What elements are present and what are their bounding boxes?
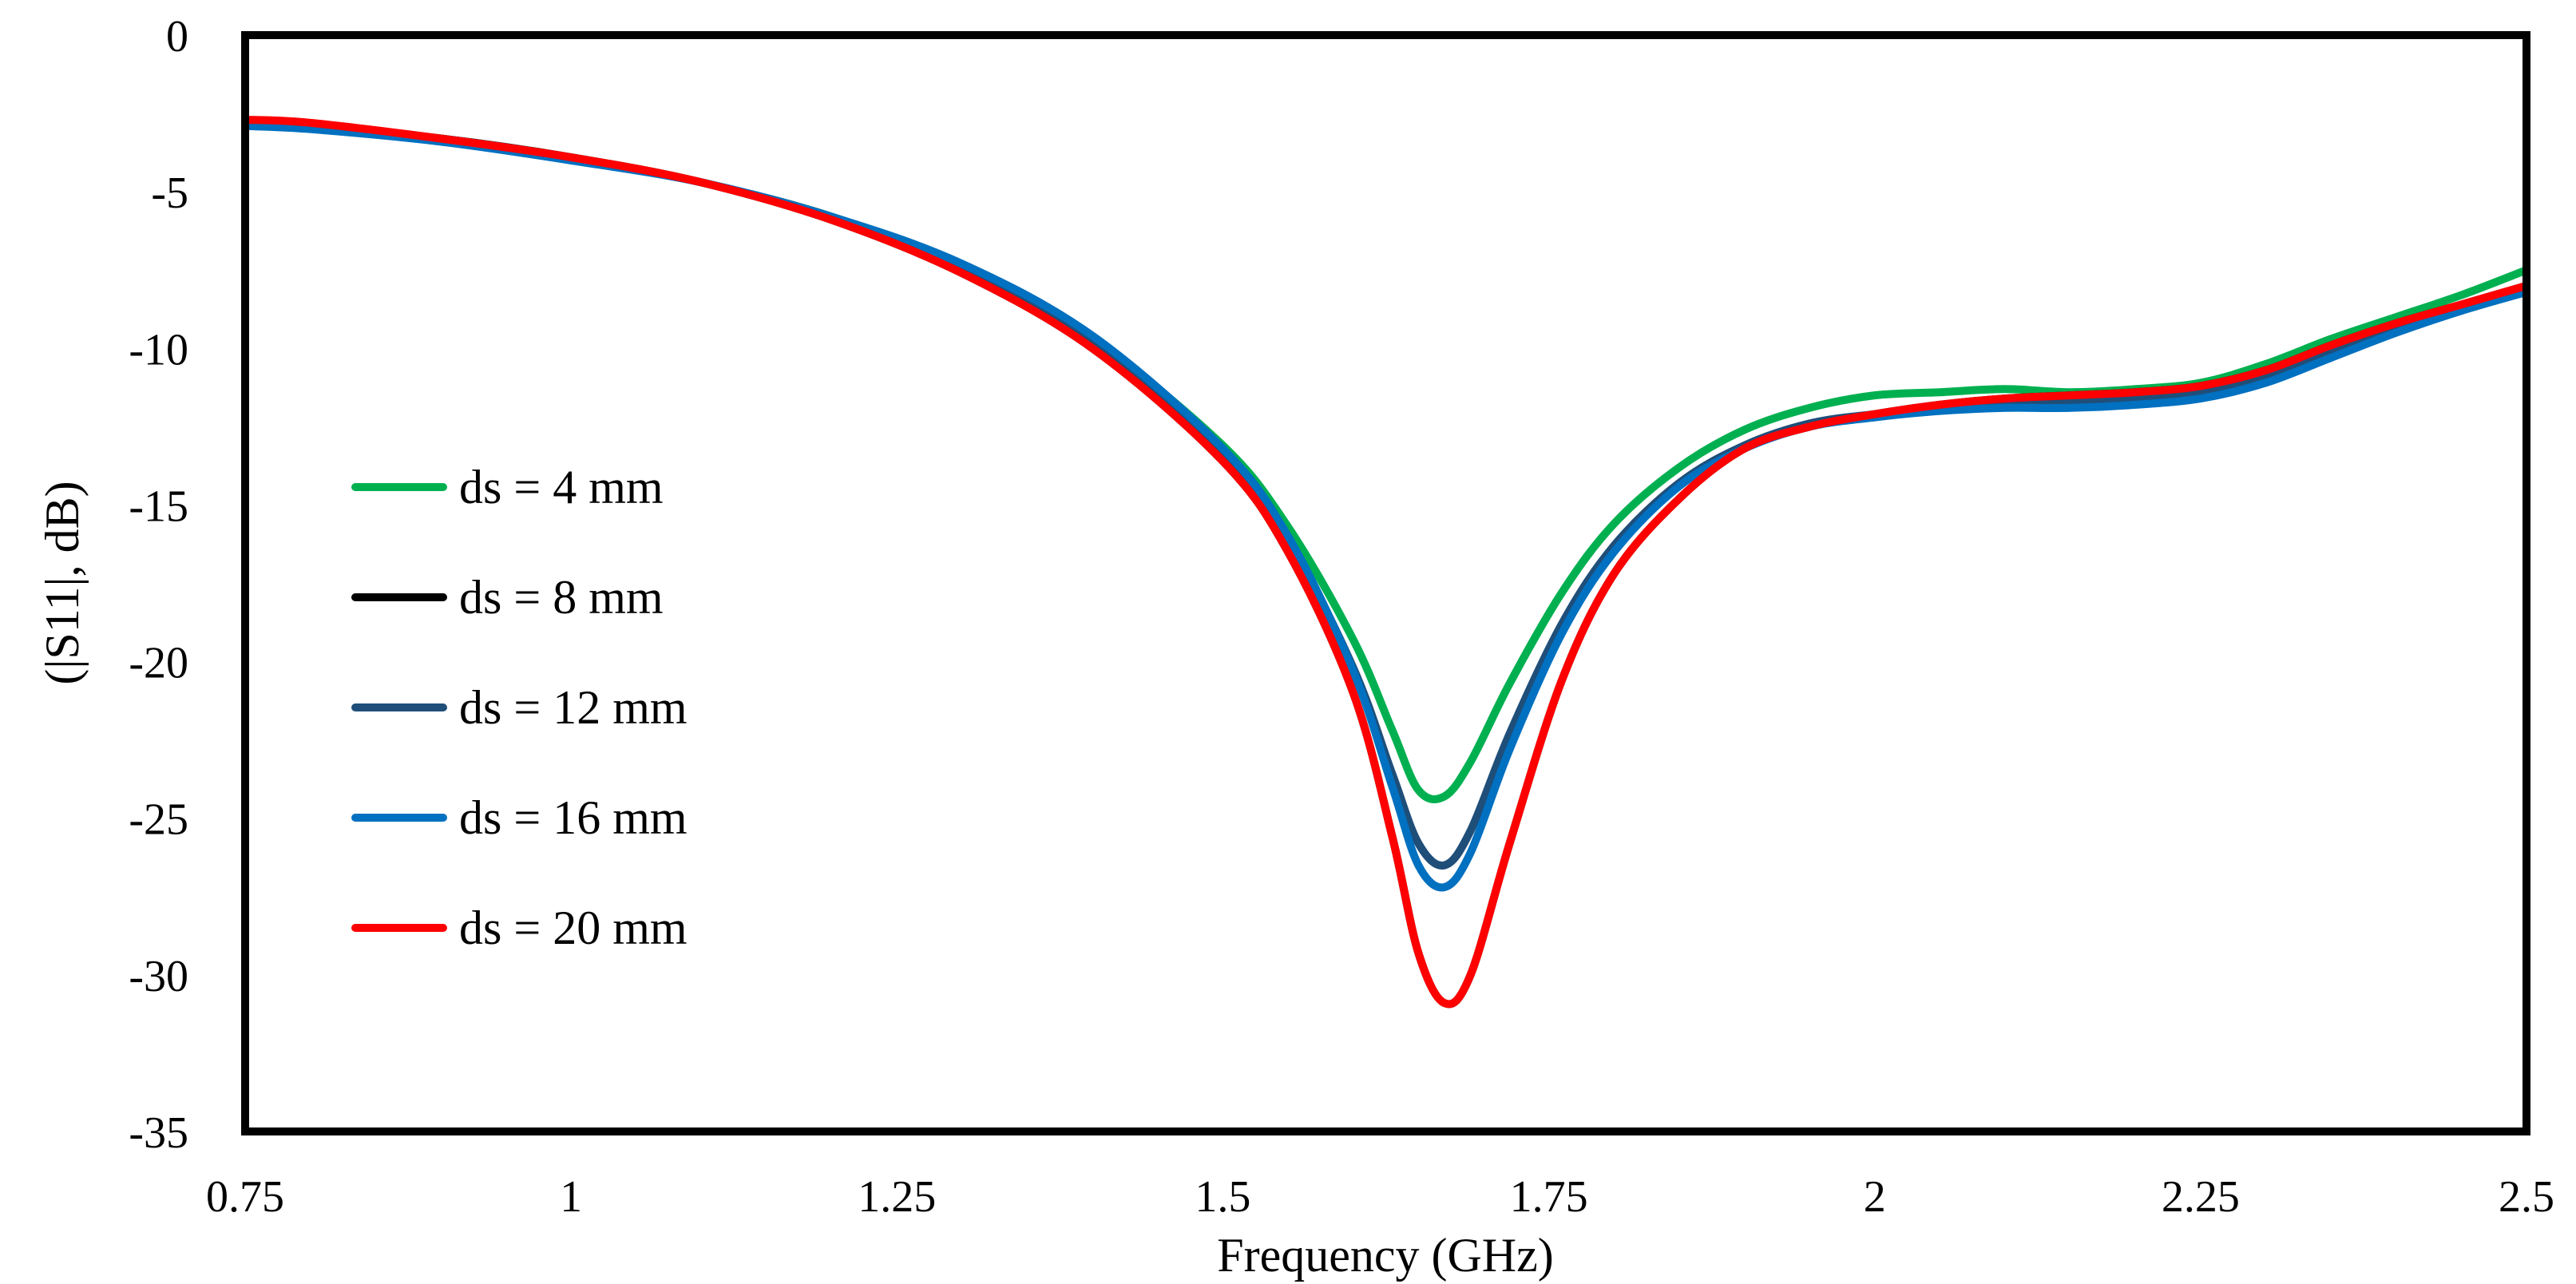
legend-label: ds = 12 mm xyxy=(459,681,688,734)
y-tick-label: -35 xyxy=(129,1108,188,1158)
legend-label: ds = 8 mm xyxy=(459,571,664,624)
y-axis-ticks: 0 -5 -10 -15 -20 -25 -30 -35 xyxy=(129,12,188,1158)
x-tick-label: 1 xyxy=(560,1172,582,1222)
x-axis-ticks: 0.75 1 1.25 1.5 1.75 2 2.25 2.5 xyxy=(206,1172,2554,1222)
x-tick-label: 1.75 xyxy=(1510,1172,1588,1222)
y-tick-label: -5 xyxy=(151,168,188,218)
y-tick-label: -30 xyxy=(129,952,188,1001)
x-tick-label: 1.5 xyxy=(1195,1172,1250,1222)
x-axis-title: Frequency (GHz) xyxy=(1217,1229,1554,1282)
x-tick-label: 2 xyxy=(1864,1172,1886,1222)
y-axis-title: (|S11|, dB) xyxy=(36,481,89,684)
legend-label: ds = 20 mm xyxy=(459,902,688,954)
plot-area-frame xyxy=(241,31,2530,1135)
legend: ds = 4 mm ds = 8 mm ds = 12 mm ds = 16 mm ds… xyxy=(351,461,688,954)
series-lines xyxy=(241,115,2530,1009)
y-tick-label: 0 xyxy=(166,12,188,61)
legend-label: ds = 16 mm xyxy=(459,791,688,844)
series-line-5 xyxy=(241,115,2530,1009)
y-tick-label: -10 xyxy=(129,325,188,374)
legend-label: ds = 4 mm xyxy=(459,461,664,513)
y-tick-label: -25 xyxy=(129,795,188,845)
y-tick-label: -15 xyxy=(129,482,188,531)
x-tick-label: 0.75 xyxy=(206,1172,284,1222)
x-tick-label: 2.25 xyxy=(2162,1172,2240,1222)
series-line-2 xyxy=(241,118,2530,1009)
y-tick-label: -20 xyxy=(129,639,188,688)
x-tick-label: 2.5 xyxy=(2499,1172,2554,1222)
x-tick-label: 1.25 xyxy=(858,1172,936,1222)
